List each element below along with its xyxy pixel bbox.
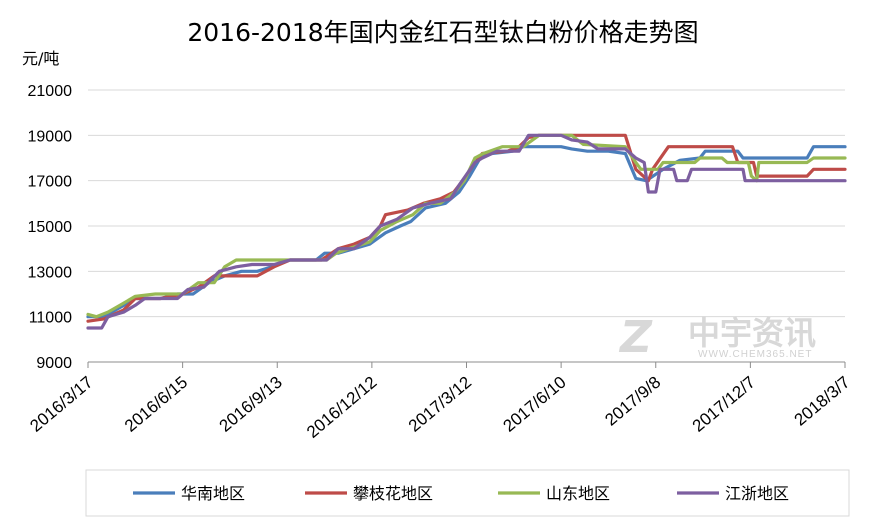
y-tick-label: 11000	[29, 310, 72, 327]
series-line-1	[86, 145, 847, 319]
legend-label: 山东地区	[546, 484, 610, 503]
y-tick-label: 13000	[28, 264, 73, 281]
x-tick-label: 2016/9/13	[216, 373, 286, 436]
x-tick-label: 2016/6/15	[121, 373, 191, 436]
x-tick-label: 2016/3/17	[26, 373, 96, 436]
series-line-4	[86, 133, 847, 330]
watermark-logo-mark: Z	[618, 312, 653, 363]
x-tick-label: 2017/3/12	[405, 373, 475, 436]
y-tick-label: 19000	[28, 128, 73, 145]
x-tick-label: 2016/12/12	[303, 373, 380, 442]
y-tick-label: 17000	[28, 174, 73, 191]
series-lines	[86, 133, 847, 330]
x-tick-label: 2017/6/10	[500, 373, 570, 436]
grid-lines	[88, 89, 845, 318]
legend: 华南地区 攀枝花地区 山东地区 江浙地区	[133, 484, 789, 503]
y-tick-label: 9000	[36, 355, 72, 372]
y-tick-label: 15000	[28, 219, 73, 236]
watermark-text: 中宇资讯	[688, 314, 816, 352]
legend-label: 攀枝花地区	[353, 484, 433, 503]
y-axis-ticks: 9000 11000 13000 15000 17000 19000 21000	[28, 83, 73, 372]
y-tick-label: 21000	[28, 83, 73, 100]
y-axis-unit: 元/吨	[22, 49, 59, 68]
watermark: Z 中宇资讯 WWW.CHEM365.NET	[618, 312, 816, 363]
chart-title: 2016-2018年国内金红石型钛白粉价格走势图	[187, 18, 698, 47]
x-tick-label: 2017/9/8	[601, 373, 664, 430]
x-tick-label: 2018/3/7	[791, 373, 854, 430]
legend-label: 华南地区	[181, 484, 245, 503]
x-tick-label: 2017/12/7	[689, 373, 759, 436]
x-axis-ticks: 2016/3/17 2016/6/15 2016/9/13 2016/12/12 201…	[26, 362, 854, 442]
watermark-url: WWW.CHEM365.NET	[698, 349, 812, 360]
legend-box	[85, 469, 850, 517]
legend-label: 江浙地区	[725, 484, 789, 503]
